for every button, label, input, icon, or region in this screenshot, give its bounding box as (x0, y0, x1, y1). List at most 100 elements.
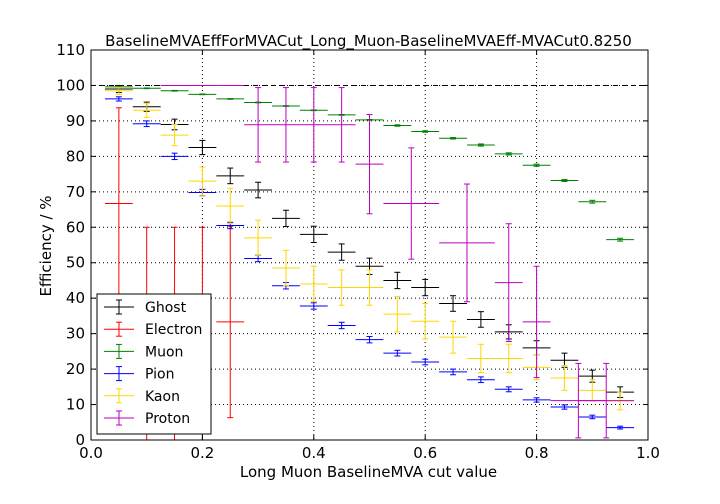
muon-point (132, 87, 161, 90)
kaon-point (439, 320, 467, 354)
legend-item-electron: Electron (104, 321, 202, 338)
kaon-point (466, 343, 495, 374)
pion-point (299, 302, 328, 310)
legend-label: Ghost (145, 300, 187, 316)
pion-point (132, 120, 161, 128)
kaon-point (132, 102, 161, 118)
kaon-point (550, 365, 579, 391)
ghost-point (327, 243, 356, 261)
proton-series (160, 84, 635, 439)
pion-point (104, 96, 133, 102)
plot-frame (90, 49, 649, 441)
muon-point (188, 93, 217, 96)
muon-point (522, 163, 551, 167)
proton-point (299, 87, 328, 163)
pion-point (327, 321, 356, 330)
kaon-point (104, 86, 133, 95)
ticks: 0.0 0.2 0.4 0.6 0.8 1.0 0 10 20 30 40 50 60 70 80 90 100… (56, 41, 660, 462)
proton-point (578, 362, 635, 439)
ghost-point (466, 311, 495, 328)
ghost-point (244, 181, 273, 199)
y-axis-title: Efficiency / % (37, 195, 55, 296)
muon-point (411, 130, 440, 133)
y-tick-label: 80 (66, 147, 85, 165)
legend-label: Proton (145, 411, 190, 427)
y-tick-label: 40 (66, 289, 85, 307)
chart-title: BaselineMVAEffForMVACut_Long_Muon-Baseli… (105, 32, 632, 51)
x-tick-label: 0.0 (79, 444, 103, 462)
muon-point (494, 152, 523, 156)
muon-point (439, 137, 467, 140)
ghost-point (216, 167, 245, 185)
pion-point (494, 386, 523, 393)
y-tick-label: 20 (66, 360, 85, 378)
proton-point (439, 183, 495, 303)
legend-label: Pion (145, 367, 174, 383)
proton-point (355, 114, 384, 215)
legend-item-pion: Pion (104, 366, 174, 383)
y-tick-label: 30 (66, 325, 85, 343)
muon-point (466, 143, 495, 147)
kaon-point (494, 343, 523, 374)
x-tick-label: 0.2 (190, 444, 214, 462)
pion-point (411, 358, 440, 366)
kaon-point (327, 269, 356, 306)
pion-point (578, 414, 607, 420)
proton-point (522, 265, 551, 379)
proton-point (494, 223, 523, 342)
kaon-point (272, 249, 300, 287)
pion-point (466, 376, 495, 384)
kaon-point (299, 265, 328, 303)
y-tick-label: 0 (75, 431, 85, 449)
proton-point (272, 87, 300, 163)
ghost-point (272, 209, 300, 228)
pion-point (383, 349, 412, 357)
legend-label: Kaon (145, 389, 180, 405)
proton-point (327, 87, 356, 163)
muon-point (160, 89, 189, 92)
pion-point (355, 335, 384, 344)
y-tick-label: 60 (66, 218, 85, 236)
kaon-point (355, 269, 384, 306)
legend-label: Muon (145, 344, 183, 360)
kaon-point (411, 303, 440, 340)
pion-point (550, 404, 579, 410)
pion-point (606, 425, 635, 430)
x-axis-title: Long Muon BaselineMVA cut value (240, 463, 497, 481)
proton-point (244, 87, 273, 163)
ghost-point (383, 271, 412, 290)
kaon-point (216, 187, 245, 225)
legend-item-muon: Muon (104, 343, 183, 360)
pion-point (522, 397, 551, 403)
series-layer (104, 84, 635, 441)
muon-point (578, 199, 607, 204)
muon-point (383, 124, 412, 127)
ghost-point (550, 352, 579, 368)
kaon-point (188, 166, 217, 196)
pion-point (439, 368, 467, 376)
x-tick-label: 0.4 (302, 444, 326, 462)
pion-point (160, 152, 189, 161)
x-tick-label: 0.6 (413, 444, 437, 462)
ghost-point (439, 295, 467, 312)
legend-item-proton: Proton (104, 410, 190, 427)
y-tick-label: 70 (66, 183, 85, 201)
kaon-point (160, 123, 189, 147)
y-tick-label: 50 (66, 254, 85, 272)
kaon-point (383, 295, 412, 333)
legend-label: Electron (145, 322, 202, 338)
y-tick-label: 90 (66, 112, 85, 130)
muon-point (216, 98, 245, 100)
y-tick-label: 100 (56, 76, 85, 94)
legend: Ghost Electron Muon Pion Kaon Proton (96, 293, 212, 435)
ghost-point (299, 225, 328, 244)
muon-point (550, 178, 579, 183)
y-tick-label: 10 (66, 396, 85, 414)
ghost-point (411, 278, 440, 297)
y-tick-label: 110 (56, 41, 85, 59)
legend-item-kaon: Kaon (104, 388, 180, 405)
x-tick-label: 0.8 (525, 444, 549, 462)
legend-item-ghost: Ghost (104, 299, 187, 316)
x-tick-label: 1.0 (636, 444, 660, 462)
